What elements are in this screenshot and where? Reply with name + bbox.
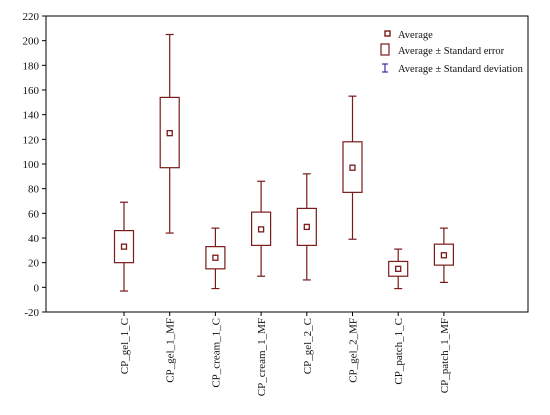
se-box: [205, 246, 226, 270]
y-tick-label: 60: [28, 208, 40, 220]
se-box: [388, 260, 409, 277]
x-category-label: CP_gel_1_C: [119, 318, 131, 374]
se-box: [113, 230, 135, 264]
se-box: [342, 141, 363, 193]
x-category-label: CP_cream_1_MF: [256, 318, 268, 396]
x-axis-category-labels: CP_gel_1_C CP_gel_1_MF CP_cream_1_C CP_crea…: [119, 312, 451, 396]
y-tick-label: 120: [23, 134, 40, 146]
legend-sd-label: Average ± Standard deviation: [398, 64, 524, 75]
y-tick-label: 80: [28, 184, 40, 196]
average-marker: [395, 265, 402, 272]
box-CP_patch_1_MF: [433, 227, 454, 283]
y-tick-label: 40: [28, 233, 40, 245]
average-marker: [120, 243, 128, 250]
average-marker: [166, 130, 173, 137]
average-marker: [257, 226, 265, 233]
legend-se-label: Average ± Standard error: [398, 46, 505, 57]
y-tick-label: 20: [28, 258, 40, 270]
y-tick-label: 180: [23, 60, 40, 72]
legend-sd-swatch: [382, 63, 388, 73]
box-CP_cream_1_C: [205, 227, 226, 290]
x-category-label: CP_cream_1_C: [210, 318, 222, 388]
y-tick-label: 200: [23, 36, 40, 48]
legend-average-label: Average: [398, 30, 433, 41]
average-marker: [440, 252, 448, 259]
y-tick-label: 0: [34, 282, 40, 294]
legend: Average Average ± Standard error Average…: [380, 30, 524, 75]
x-category-label: CP_patch_1_C: [393, 318, 405, 385]
average-marker: [303, 223, 310, 231]
plot-area-frame: [45, 15, 529, 313]
se-box: [159, 96, 180, 169]
y-tick-label: 220: [23, 11, 40, 23]
y-tick-label: -20: [24, 307, 39, 319]
box-CP_gel_1_MF: [159, 33, 180, 234]
se-box: [296, 207, 317, 246]
x-category-label: CP_patch_1_MF: [439, 318, 451, 393]
box-CP_patch_1_C: [388, 248, 409, 290]
boxes-layer: [113, 33, 454, 292]
x-category-label: CP_gel_1_MF: [165, 318, 177, 383]
box-CP_cream_1_MF: [251, 180, 272, 277]
se-box: [433, 243, 454, 266]
y-tick-label: 140: [23, 110, 40, 122]
x-category-label: CP_gel_2_MF: [348, 318, 360, 383]
box-CP_gel_1_C: [113, 201, 135, 292]
se-box: [251, 211, 272, 247]
box-CP_gel_2_MF: [342, 95, 363, 240]
y-tick-label: 100: [23, 159, 40, 171]
x-category-label: CP_gel_2_C: [302, 318, 314, 374]
legend-average-swatch: [384, 30, 391, 37]
average-marker: [212, 254, 219, 261]
average-marker: [349, 164, 356, 171]
y-tick-label: 160: [23, 85, 40, 97]
y-axis: -20 0 20 40 60 80 100 120 140 160 180 200 220: [23, 11, 46, 319]
legend-se-swatch: [380, 43, 390, 56]
box-CP_gel_2_C: [296, 173, 317, 281]
